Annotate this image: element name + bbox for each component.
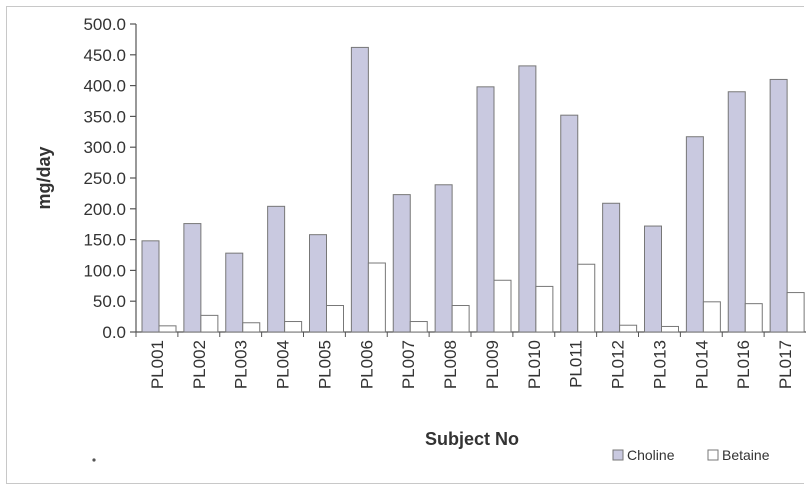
bar-choline-pl012 <box>602 202 621 333</box>
x-tick-label: PL005 <box>315 340 334 389</box>
stray-dot <box>92 458 96 462</box>
bar-choline-pl001 <box>141 240 160 333</box>
y-tick-label: 500.0 <box>83 15 126 34</box>
legend-swatch-betaine <box>707 449 719 461</box>
x-axis <box>135 331 806 337</box>
bar-betaine-pl012 <box>619 324 638 333</box>
y-tick-label: 450.0 <box>83 46 126 65</box>
chart-frame <box>6 6 804 484</box>
bar-betaine-pl007 <box>409 321 428 333</box>
x-tick-label: PL010 <box>525 340 544 389</box>
x-tick-label: PL007 <box>399 340 418 389</box>
bar-betaine-pl003 <box>242 322 261 333</box>
category-labels: PL001 PL002 PL003 PL004 PL005 PL006 PL007 PL008… <box>148 340 795 389</box>
bar-choline-pl014 <box>685 136 704 333</box>
x-axis-title: Subject No <box>425 429 519 449</box>
bar-choline-pl013 <box>644 225 662 333</box>
y-tick-label: 100.0 <box>83 261 126 280</box>
bar-betaine-pl016 <box>744 303 763 333</box>
y-tick-label: 150.0 <box>83 231 126 250</box>
y-tick-label: 0.0 <box>102 323 126 342</box>
bar-choline-pl004 <box>267 205 286 333</box>
x-tick-label: PL001 <box>148 340 167 389</box>
y-tick-label: 50.0 <box>93 292 126 311</box>
y-tick-label: 300.0 <box>83 138 126 157</box>
x-tick-label: PL003 <box>232 340 251 389</box>
x-tick-label: PL009 <box>483 340 502 389</box>
bar-choline-pl006 <box>350 46 369 333</box>
bar-betaine-pl013 <box>661 325 679 333</box>
x-tick-label: PL011 <box>567 340 586 388</box>
bar-betaine-pl017 <box>786 292 805 333</box>
x-tick-label: PL013 <box>650 340 669 389</box>
y-tick-label: 250.0 <box>83 169 126 188</box>
bar-betaine-pl001 <box>158 325 177 333</box>
bar-betaine-pl002 <box>200 314 219 333</box>
bar-betaine-pl008 <box>451 305 470 333</box>
bar-choline-pl008 <box>434 184 453 333</box>
y-axis: 0.0 50.0 100.0 150.0 200.0 250.0 300.0 350.0 400… <box>83 15 137 342</box>
y-tick-label: 200.0 <box>83 200 126 219</box>
x-tick-label: PL017 <box>776 340 795 389</box>
x-tick-label: PL012 <box>609 340 628 389</box>
x-tick-label: PL004 <box>274 340 293 389</box>
bar-choline-pl017 <box>769 78 788 333</box>
legend-swatch-choline <box>612 449 624 461</box>
bar-choline-pl011 <box>560 114 579 333</box>
bar-choline-pl007 <box>392 194 411 333</box>
bar-betaine-pl005 <box>326 305 344 333</box>
bar-betaine-pl009 <box>493 279 512 333</box>
bars <box>141 46 805 333</box>
bar-choline-pl003 <box>225 252 244 333</box>
legend: Choline Betaine <box>612 447 770 463</box>
y-tick-label: 350.0 <box>83 107 126 126</box>
x-tick-label: PL016 <box>734 340 753 389</box>
legend-label-choline: Choline <box>627 447 675 463</box>
x-tick-label: PL014 <box>692 340 711 389</box>
y-axis-title: mg/day <box>34 146 54 209</box>
bar-betaine-pl011 <box>577 263 596 333</box>
bar-choline-pl016 <box>727 91 746 333</box>
y-tick-label: 400.0 <box>83 77 126 96</box>
x-tick-label: PL002 <box>190 340 209 389</box>
bar-betaine-pl010 <box>535 285 554 333</box>
x-tick-label: PL006 <box>357 340 376 389</box>
bar-choline-pl005 <box>309 234 327 333</box>
bar-betaine-pl006 <box>367 262 386 333</box>
bar-choline-pl002 <box>183 223 202 333</box>
x-tick-label: PL008 <box>441 340 460 389</box>
bar-choline-pl009 <box>476 86 495 333</box>
bar-betaine-pl014 <box>702 301 721 333</box>
bar-choline-pl010 <box>518 65 537 333</box>
bar-betaine-pl004 <box>284 321 303 333</box>
legend-label-betaine: Betaine <box>722 447 770 463</box>
